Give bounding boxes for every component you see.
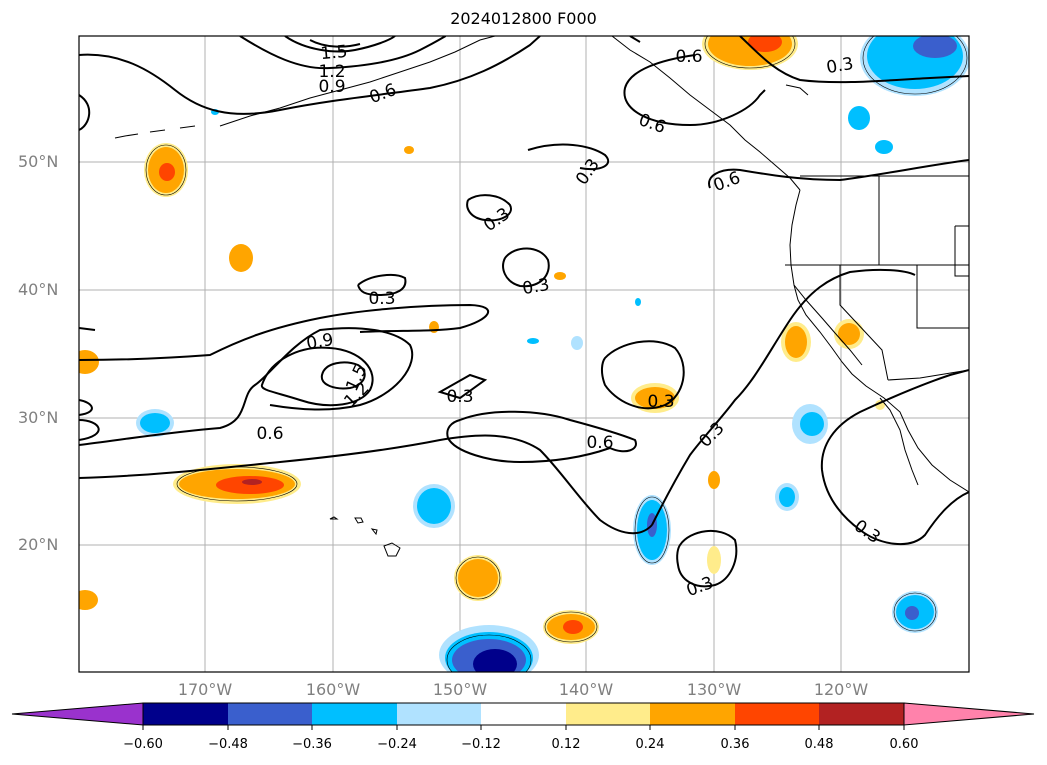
contour-label: 1.2 [318,62,345,82]
lon-label-120w: 120°W [813,680,869,699]
anomaly-blob [79,350,99,374]
anomaly-blob [748,36,782,52]
lon-label-160w: 160°W [305,680,361,699]
anomaly-blob [707,546,721,574]
contour-label: 0.3 [850,516,884,548]
coastlines [114,36,969,493]
contour-label: 0.3 [695,418,728,451]
anomaly-blob [571,336,583,350]
anomaly-blob [800,412,824,436]
lat-label-40n: 40°N [18,280,59,299]
anomaly-blob [905,606,919,620]
contour-label: 1.5 [320,42,349,64]
lat-label-20n: 20°N [18,535,59,554]
anomaly-blob [458,559,498,597]
colorbar-bin [312,703,397,725]
map-title: 2024012800 F000 [450,9,597,28]
thin-contours [145,36,968,672]
contour-label: 0.6 [675,47,702,67]
country-borders [785,175,969,381]
anomaly-blob [404,146,414,154]
colorbar-tick-label: −0.48 [208,737,248,752]
hawaii-islands [329,516,401,557]
colorbar-extend-left [11,702,144,726]
contour-label: 0.3 [572,155,604,189]
anomaly-blob [635,298,641,306]
colorbar-tick-label: 0.24 [635,737,665,752]
anomaly-blob [913,36,957,58]
colorbar-tick-label: 0.36 [720,737,750,752]
contour-label: 0.3 [480,204,514,236]
colorbar-bin [735,703,819,725]
lon-label-130w: 130°W [686,680,742,699]
contour-label: 0.6 [256,424,283,444]
colorbar-bin [397,703,481,725]
anomaly-blob [848,106,870,130]
anomaly-blob [708,471,720,489]
colorbar-tick-label: 0.60 [889,737,919,752]
colorbar-bin [566,703,650,725]
colorbar-extend-right [903,702,1035,726]
colorbar-bin [819,703,904,725]
contour-label: 0.3 [825,54,855,78]
lat-label-30n: 30°N [18,408,59,427]
contour-label: 0.3 [684,573,716,601]
anomaly-blob [563,620,583,634]
filled-anomalies [79,36,969,672]
contour-label: 0.6 [367,80,399,108]
colorbar-tick-label: −0.12 [461,737,501,752]
anomaly-blob [229,244,253,272]
anomaly-blob [417,488,451,524]
anomaly-blob [875,140,893,154]
anomaly-blob [554,272,566,280]
colorbar-tick-label: 0.12 [551,737,581,752]
anomaly-blob [785,326,807,358]
anomaly-blob [779,487,795,507]
colorbar-tick-label: −0.24 [377,737,417,752]
contour-lines [79,36,969,588]
contour-label: 0.3 [446,387,473,407]
contour-label: 0.6 [711,168,743,196]
anomaly-blob [159,163,175,181]
anomaly-blob [473,649,517,672]
colorbar-tick-label: 0.48 [804,737,834,752]
contour-label: 0.9 [318,77,345,97]
lat-label-50n: 50°N [18,152,59,171]
colorbar-bin [650,703,735,725]
anomaly-blob [79,590,98,610]
lon-label-170w: 170°W [177,680,233,699]
colorbar-bin [481,703,566,725]
anomaly-blob [216,476,284,494]
contour-label: 0.6 [586,433,613,453]
contour-label: 0.3 [647,392,674,412]
map-frame [78,35,970,673]
colorbar-tick-label: −0.60 [123,737,163,752]
contour-label: 0.6 [636,110,668,138]
colorbar-bin [143,703,228,725]
anomaly-blob [140,413,170,433]
anomaly-blob [527,338,539,344]
anomaly-blob [635,387,675,409]
anomaly-blob [242,479,262,485]
contour-label: 0.3 [521,275,551,299]
colorbar-bin [228,703,312,725]
colorbar-tick-label: −0.36 [292,737,332,752]
contour-label: 0.9 [305,330,335,354]
colorbar [11,702,1035,730]
contour-label: 0.3 [368,289,395,309]
lon-label-140w: 140°W [558,680,614,699]
anomaly-blob [838,323,860,345]
lon-label-150w: 150°W [432,680,488,699]
